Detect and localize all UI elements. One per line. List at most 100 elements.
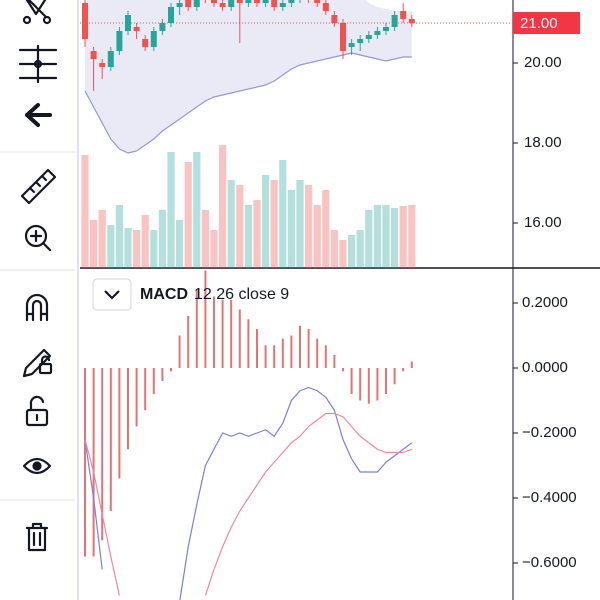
candle-body bbox=[107, 51, 114, 67]
candle-body bbox=[331, 15, 338, 23]
measure-lines[interactable] bbox=[18, 44, 58, 84]
volume-bar bbox=[270, 180, 278, 268]
price-tick-label: 16.00 bbox=[524, 214, 562, 231]
volume-bar bbox=[158, 210, 166, 268]
candle-body bbox=[168, 7, 174, 23]
volume-bar bbox=[201, 210, 209, 268]
candle-body bbox=[82, 3, 88, 39]
volume-bar bbox=[373, 205, 381, 268]
volume-bar bbox=[167, 152, 175, 268]
candle-body bbox=[340, 23, 346, 51]
candle-body bbox=[365, 35, 372, 39]
volume-bar bbox=[253, 200, 261, 268]
last-price-tag bbox=[513, 12, 580, 34]
volume-bar bbox=[133, 230, 141, 268]
price-tick-label: 18.00 bbox=[524, 134, 562, 151]
price-tick-label: 20.00 bbox=[524, 54, 562, 71]
magnet-tool[interactable] bbox=[25, 293, 49, 322]
volume-bar bbox=[348, 235, 356, 268]
volume-bar bbox=[391, 208, 399, 268]
volume-bar bbox=[141, 215, 149, 268]
volume-bar bbox=[176, 220, 184, 268]
volume-bar bbox=[150, 230, 158, 268]
indicator-params: 12 26 close 9 bbox=[194, 286, 289, 303]
volume-bar bbox=[339, 240, 347, 268]
macd-tick-label: 0.2000 bbox=[522, 294, 568, 311]
volume-bar bbox=[219, 145, 227, 268]
candle-body bbox=[236, 0, 243, 3]
axes: 20.00 18.00 16.00 21.00 0.2000 0.0000 −0.2000 −… bbox=[513, 12, 580, 571]
volume-bar bbox=[210, 230, 218, 268]
volume-bar bbox=[244, 205, 252, 268]
last-price-label: 21.00 bbox=[520, 15, 558, 32]
macd-pane bbox=[84, 270, 413, 600]
candle-body bbox=[99, 63, 106, 67]
macd-tick-label: −0.4000 bbox=[522, 489, 577, 506]
volume-bar bbox=[107, 225, 115, 268]
volume-bar bbox=[296, 180, 304, 268]
macd-line bbox=[84, 439, 103, 570]
volume-bar bbox=[279, 160, 287, 268]
volume-bar bbox=[262, 175, 270, 268]
volume-bar bbox=[236, 185, 244, 268]
ruler-tool[interactable] bbox=[20, 168, 57, 205]
volume-bar bbox=[382, 205, 390, 268]
candle-body bbox=[254, 0, 260, 3]
candle-body bbox=[142, 39, 149, 47]
volume-bar bbox=[98, 210, 106, 268]
volume-bar bbox=[90, 220, 98, 268]
candle-body bbox=[383, 27, 389, 31]
toolbar bbox=[0, 0, 79, 600]
pattern-tool[interactable] bbox=[22, 0, 52, 25]
candle-body bbox=[391, 15, 398, 27]
unlock-tool[interactable] bbox=[25, 395, 49, 427]
visibility-tool[interactable] bbox=[22, 457, 52, 475]
volume-bar bbox=[184, 162, 192, 268]
volume-bar bbox=[81, 155, 89, 268]
candle-body bbox=[271, 0, 278, 7]
volume-bar bbox=[408, 205, 416, 268]
trash-tool[interactable] bbox=[25, 522, 49, 552]
candle-body bbox=[408, 19, 415, 23]
candle-body bbox=[400, 11, 407, 19]
volume-bar bbox=[227, 180, 235, 268]
candle-body bbox=[150, 31, 157, 47]
candle-body bbox=[374, 31, 381, 35]
price-pane bbox=[80, 0, 513, 268]
macd-legend: MACD 12 26 close 9 bbox=[92, 278, 289, 311]
candle-body bbox=[193, 0, 200, 7]
candle-body bbox=[176, 3, 183, 7]
zoom-tool[interactable] bbox=[24, 224, 52, 252]
candle-body bbox=[228, 0, 235, 7]
candle-body bbox=[288, 0, 295, 3]
candle-body bbox=[357, 39, 364, 43]
signal-line bbox=[84, 439, 120, 596]
lock-drawing[interactable] bbox=[22, 348, 53, 378]
volume-bar bbox=[399, 206, 407, 268]
candle-body bbox=[322, 3, 329, 11]
volume-bar bbox=[322, 190, 330, 268]
candle-body bbox=[245, 0, 252, 3]
volume-bar bbox=[356, 230, 364, 268]
candle-body bbox=[211, 0, 217, 3]
candle-body bbox=[116, 31, 123, 51]
volume-bar bbox=[287, 190, 295, 268]
macd-tick-label: −0.6000 bbox=[522, 554, 577, 571]
candle-body bbox=[159, 23, 166, 31]
candle-body bbox=[314, 0, 321, 3]
candle-body bbox=[133, 27, 140, 31]
chevron-icon bbox=[104, 290, 120, 300]
macd-tick-label: −0.2000 bbox=[522, 424, 577, 441]
band-lower bbox=[84, 52, 412, 154]
volume-bar bbox=[305, 185, 313, 268]
volume-bar bbox=[115, 205, 123, 268]
collapse-button[interactable] bbox=[92, 278, 132, 311]
volume-bar bbox=[193, 152, 201, 268]
macd-tick-label: 0.0000 bbox=[522, 359, 568, 376]
candle-body bbox=[348, 43, 355, 47]
candle-body bbox=[125, 15, 131, 31]
volume-bar bbox=[313, 205, 321, 268]
signal-line bbox=[204, 412, 413, 596]
back-arrow[interactable] bbox=[25, 103, 52, 127]
